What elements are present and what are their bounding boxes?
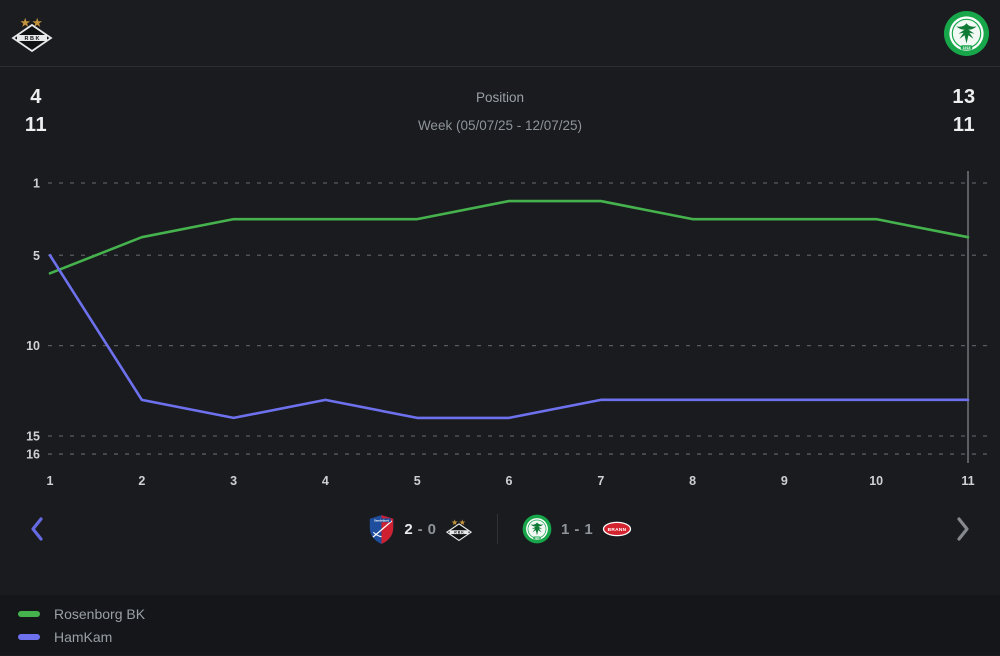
week-navigation-row: 2 - 0 1 - 1 — [0, 499, 1000, 559]
chevron-right-icon — [957, 517, 969, 541]
svg-text:10: 10 — [869, 474, 883, 488]
away-score: 1 — [584, 520, 593, 538]
legend-label: HamKam — [54, 629, 113, 645]
position-label: Position — [475, 89, 525, 105]
legend-label: Rosenborg BK — [54, 606, 146, 622]
svg-text:16: 16 — [26, 448, 40, 462]
svg-text:15: 15 — [26, 429, 40, 443]
match-score: 1 - 1 — [561, 521, 593, 538]
away-position-value: 13 — [952, 85, 976, 108]
svg-text:7: 7 — [597, 474, 604, 488]
week-range-label: Week (05/07/25 - 12/07/25) — [417, 117, 583, 133]
svg-text:6: 6 — [506, 474, 513, 488]
rosenborg-line-swatch — [18, 611, 40, 617]
legend-spacer — [0, 559, 1000, 595]
svg-text:4: 4 — [322, 474, 329, 488]
svg-text:10: 10 — [26, 339, 40, 353]
position-chart[interactable]: 1 5 10 15 16 1 2 3 4 5 6 7 8 9 10 11 — [0, 159, 1000, 499]
hamkam-crest-small-icon — [522, 514, 552, 544]
legend-item-rosenborg: Rosenborg BK — [18, 604, 1000, 624]
rosenborg-crest-small-icon — [445, 516, 473, 542]
away-week-value: 11 — [952, 113, 976, 136]
next-week-button[interactable] — [950, 514, 976, 544]
home-score: 1 — [561, 520, 570, 538]
hamkam-crest-icon — [943, 10, 990, 57]
svg-text:1: 1 — [47, 474, 54, 488]
svg-text:8: 8 — [689, 474, 696, 488]
home-score: 2 — [404, 520, 413, 538]
svg-text:2: 2 — [138, 474, 145, 488]
team-header-bar — [0, 0, 1000, 67]
week-results: 2 - 0 1 - 1 — [50, 514, 950, 545]
svg-text:5: 5 — [414, 474, 421, 488]
legend-item-hamkam: HamKam — [18, 627, 1000, 647]
brann-crest-icon — [602, 521, 632, 537]
rosenborg-crest-icon — [10, 13, 54, 53]
svg-text:1: 1 — [33, 177, 40, 191]
previous-week-button[interactable] — [24, 514, 50, 544]
svg-text:9: 9 — [781, 474, 788, 488]
match-result-sandefjord-rosenborg[interactable]: 2 - 0 — [344, 514, 497, 545]
position-row: 4 Position 13 — [0, 83, 1000, 111]
away-score: 0 — [427, 520, 436, 538]
match-result-hamkam-brann[interactable]: 1 - 1 — [497, 514, 656, 544]
sandefjord-crest-icon — [368, 514, 395, 545]
score-separator: - — [574, 520, 580, 538]
hamkam-line-swatch — [18, 634, 40, 640]
svg-text:5: 5 — [33, 249, 40, 263]
score-separator: - — [417, 520, 423, 538]
week-row: 11 Week (05/07/25 - 12/07/25) 11 — [0, 111, 1000, 139]
svg-text:11: 11 — [961, 474, 974, 488]
match-score: 2 - 0 — [404, 521, 436, 538]
home-position-value: 4 — [30, 85, 42, 108]
svg-text:3: 3 — [230, 474, 237, 488]
stats-header: 4 Position 13 11 Week (05/07/25 - 12/07/… — [0, 67, 1000, 159]
home-week-value: 11 — [24, 113, 48, 136]
chart-legend: Rosenborg BK HamKam — [0, 595, 1000, 655]
chevron-left-icon — [31, 517, 43, 541]
